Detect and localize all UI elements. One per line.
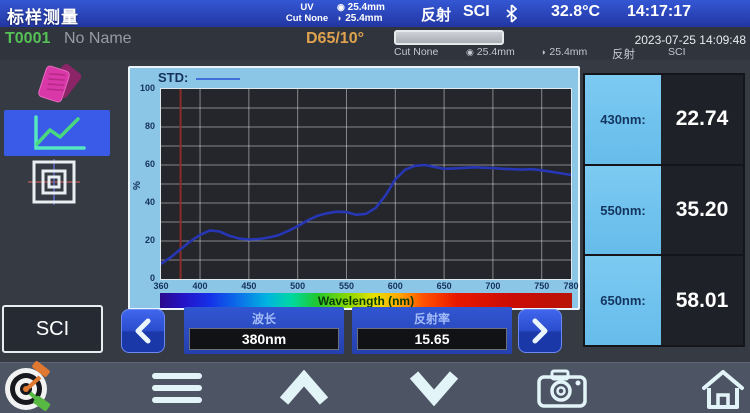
y-tick-label: 60	[144, 159, 155, 169]
x-axis-ticks: 360 400 450 500 550 600 650 700 750 780	[153, 281, 578, 292]
table-row: 550nm: 35.20	[585, 165, 743, 257]
x-tick-label: 500	[290, 281, 306, 291]
x-tick-label: 400	[192, 281, 208, 291]
aperture-icon: ◉	[337, 2, 345, 12]
cut-status-label: Cut None	[394, 46, 439, 58]
sci-mode-label: SCI	[463, 3, 490, 20]
x-tick-label: 450	[241, 281, 257, 291]
x-tick-label: 550	[338, 281, 354, 291]
chevron-left-icon	[135, 318, 151, 344]
aperture-icon: ◉	[466, 47, 474, 57]
sidebar-item-color-samples[interactable]	[30, 64, 86, 108]
aperture-status: ◉ 25.4mm ◗ 25.4mm	[337, 2, 385, 24]
x-tick-label: 600	[387, 281, 403, 291]
wavelength-header: 波长	[251, 312, 276, 326]
reading-value-650nm: 58.01	[675, 288, 729, 312]
sidebar-item-locate-target[interactable]	[26, 157, 82, 207]
uv-label: UV	[300, 2, 314, 13]
page-up-button[interactable]	[278, 369, 330, 411]
sample-info-bar: T0001 No Name D65/10° Cut None ◉ 25.4mm …	[0, 27, 750, 61]
menu-icon	[152, 373, 202, 379]
reading-value-550nm: 35.20	[675, 198, 729, 221]
menu-button[interactable]	[152, 373, 202, 409]
aperture-size-1: 25.4mm	[347, 2, 385, 13]
spectral-chart-panel: STD: 0 20 40 60 80 100 % 360 400 450 500 550 600 65…	[128, 66, 580, 310]
wavelength-readings-panel: 430nm: 22.74 550nm: 35.20 650nm: 58.01	[583, 73, 745, 347]
reading-value-430nm: 22.74	[675, 107, 729, 131]
y-tick-label: 100	[139, 83, 155, 93]
lens-icon: ◗	[337, 13, 343, 23]
color-cards-icon	[38, 64, 82, 103]
sample-aperture-1: ◉ 25.4mm	[466, 46, 515, 58]
cut-slider[interactable]	[394, 30, 504, 45]
sample-id: T0001	[5, 30, 51, 47]
measurement-datetime: 2023-07-25 14:09:48	[634, 33, 746, 47]
y-tick-label: 80	[144, 121, 155, 131]
wavelength-display-panel: 波长 380nm	[184, 307, 344, 354]
previous-wavelength-button[interactable]	[121, 309, 165, 353]
line-chart-icon	[34, 115, 86, 150]
plot-area[interactable]	[160, 88, 572, 280]
sample-aperture-2: ◗ 25.4mm	[541, 46, 588, 58]
page-title: 标样测量	[7, 8, 79, 27]
aperture-size-2: 25.4mm	[345, 13, 383, 24]
x-tick-label: 700	[485, 281, 501, 291]
temperature-readout: 32.8°C	[551, 3, 601, 20]
next-wavelength-button[interactable]	[518, 309, 562, 353]
bottom-nav-bar	[0, 361, 750, 413]
page-down-button[interactable]	[408, 370, 460, 411]
y-tick-label: 40	[144, 197, 155, 207]
reflectance-header: 反射率	[413, 312, 450, 326]
brand-target-logo	[2, 357, 58, 413]
wavelength-spectrum-bar: Wavelength (nm)	[160, 293, 572, 308]
chevron-up-icon	[279, 369, 329, 405]
sidebar-item-spectral-curve[interactable]	[4, 110, 110, 156]
sample-sci-label: SCI	[668, 46, 686, 58]
lens-icon: ◗	[541, 47, 547, 57]
camera-icon	[537, 369, 587, 408]
sample-name: No Name	[64, 30, 132, 47]
clock-readout: 14:17:17	[627, 3, 692, 20]
x-axis-label: Wavelength (nm)	[317, 293, 415, 308]
bluetooth-icon	[505, 4, 518, 28]
chevron-down-icon	[409, 371, 459, 407]
chevron-right-icon	[532, 318, 548, 344]
home-button[interactable]	[700, 368, 746, 413]
measure-mode-label: 反射	[421, 7, 452, 24]
y-tick-label: 0	[149, 273, 155, 283]
reflectance-display-panel: 反射率 15.65	[352, 307, 512, 354]
y-axis-label: %	[131, 181, 143, 190]
camera-button[interactable]	[536, 369, 588, 413]
status-bar: 标样测量 UV Cut None ◉ 25.4mm ◗ 25.4mm 反射 SC…	[0, 0, 750, 27]
illuminant-observer-label: D65/10°	[306, 30, 364, 47]
sample-mode-label: 反射	[612, 49, 635, 61]
sci-mode-button[interactable]: SCI	[2, 305, 103, 353]
uv-status: UV Cut None	[281, 2, 333, 24]
legend-std-label: STD:	[158, 70, 189, 85]
x-tick-label: 750	[534, 281, 550, 291]
reflectance-value: 15.65	[357, 328, 507, 350]
reading-label-650nm[interactable]: 650nm:	[585, 256, 661, 346]
wavelength-value: 380nm	[189, 328, 339, 350]
x-tick-label: 650	[436, 281, 452, 291]
x-tick-label: 360	[153, 281, 169, 291]
x-tick-label: 780	[563, 281, 579, 291]
table-row: 430nm: 22.74	[585, 75, 743, 166]
home-icon	[702, 370, 744, 409]
reading-label-550nm[interactable]: 550nm:	[585, 165, 661, 255]
table-row: 650nm: 58.01	[585, 256, 743, 346]
target-icon	[28, 159, 80, 205]
y-axis-ticks: 0 20 40 60 80 100	[130, 83, 157, 283]
uv-cut-label: Cut None	[285, 13, 329, 24]
reading-label-430nm[interactable]: 430nm:	[585, 75, 661, 164]
legend-line-sample	[196, 78, 240, 80]
y-tick-label: 20	[144, 235, 155, 245]
